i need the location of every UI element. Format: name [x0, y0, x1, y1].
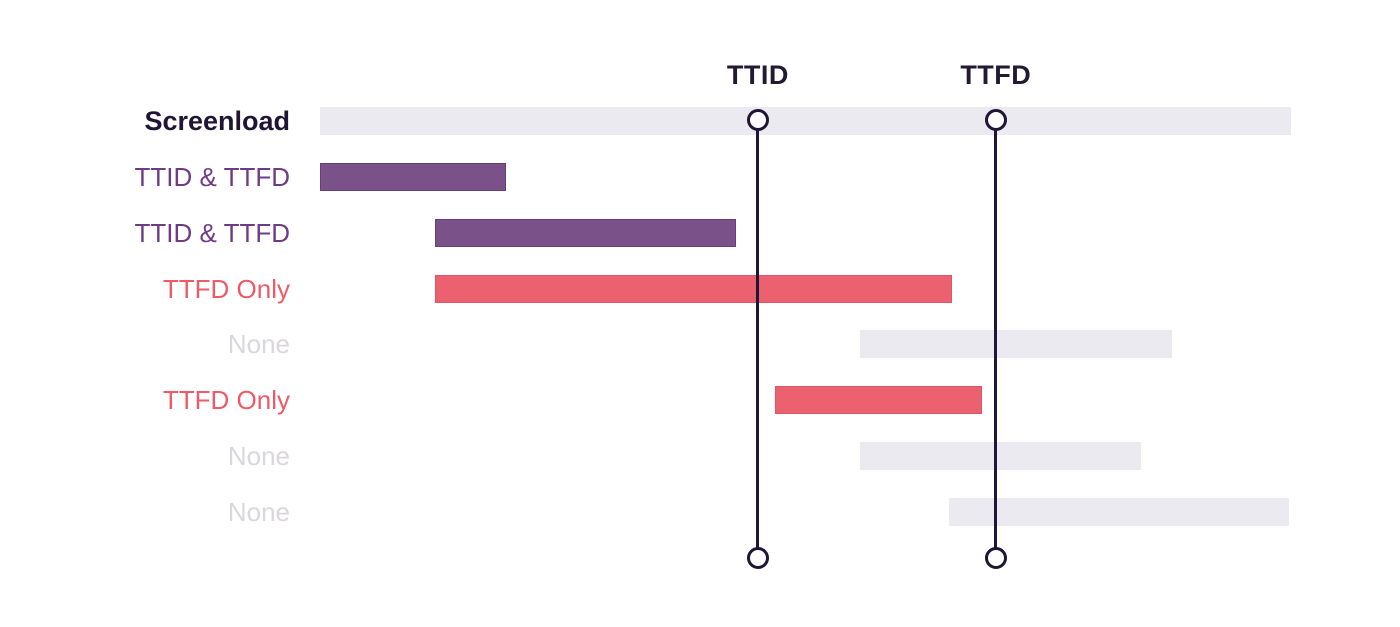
row-label-none: None: [227, 441, 290, 471]
gantt-bar-ttid-ttfd: [320, 163, 507, 191]
gantt-bar-ttid-ttfd: [434, 219, 736, 247]
row-label-none: None: [227, 329, 290, 359]
row-label-none: None: [227, 497, 290, 527]
marker-dot-ttfd-top: [984, 109, 1007, 131]
row-label-ttfd-only: TTFD Only: [162, 385, 290, 415]
gantt-bar-none: [949, 498, 1290, 526]
gantt-bar-none: [859, 330, 1172, 358]
marker-dot-ttfd-bottom: [984, 547, 1007, 569]
gantt-bar-ttfd-only: [434, 275, 953, 303]
row-label-ttid-ttfd: TTID & TTFD: [134, 162, 290, 192]
marker-line-ttid: [756, 120, 760, 558]
gantt-bar-none: [859, 442, 1142, 470]
gantt-bar-screenload: [320, 107, 1291, 135]
gantt-bar-ttfd-only: [775, 386, 983, 414]
marker-label-ttfd: TTFD: [960, 60, 1032, 90]
marker-dot-ttid-bottom: [746, 547, 769, 569]
marker-label-ttid: TTID: [726, 60, 789, 90]
marker-dot-ttid-top: [746, 109, 769, 131]
row-label-ttid-ttfd: TTID & TTFD: [134, 218, 290, 248]
row-label-ttfd-only: TTFD Only: [162, 274, 290, 304]
marker-line-ttfd: [994, 120, 998, 558]
row-label-screenload: Screenload: [144, 106, 290, 136]
